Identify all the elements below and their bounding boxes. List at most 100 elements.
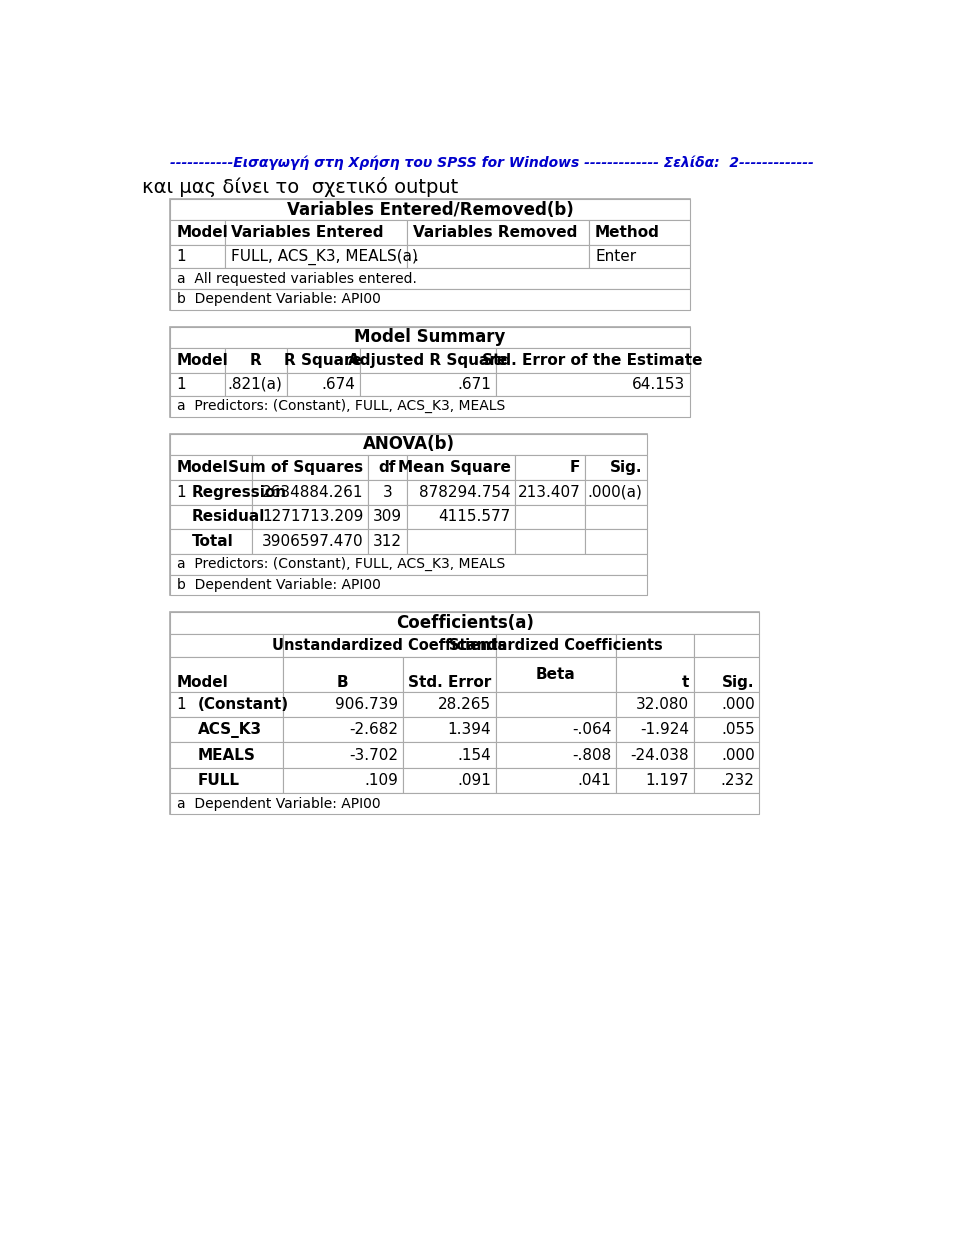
Bar bbox=[403, 657, 496, 692]
Bar bbox=[616, 692, 693, 717]
Bar bbox=[170, 434, 647, 455]
Bar bbox=[225, 221, 407, 246]
Text: 4115.577: 4115.577 bbox=[439, 510, 511, 525]
Bar bbox=[283, 768, 403, 794]
Bar bbox=[170, 634, 283, 657]
Bar bbox=[516, 505, 585, 529]
Text: -.808: -.808 bbox=[572, 748, 612, 763]
Text: Mean Square: Mean Square bbox=[397, 460, 511, 475]
Text: .671: .671 bbox=[457, 377, 492, 392]
Text: 3: 3 bbox=[382, 485, 393, 500]
Bar bbox=[170, 289, 689, 310]
Bar bbox=[496, 657, 616, 692]
Text: t: t bbox=[682, 676, 689, 691]
Bar bbox=[170, 768, 283, 794]
Bar bbox=[170, 198, 689, 221]
Bar bbox=[368, 529, 407, 554]
Bar bbox=[496, 373, 689, 396]
Text: -----------Εισαγωγή στη Χρήση του SPSS for Windows ------------- Σελίδα:  2-----: -----------Εισαγωγή στη Χρήση του SPSS f… bbox=[170, 155, 814, 170]
Text: 213.407: 213.407 bbox=[517, 485, 581, 500]
Bar bbox=[585, 480, 647, 505]
Text: Total: Total bbox=[192, 534, 234, 549]
Text: .000: .000 bbox=[721, 697, 755, 712]
Bar bbox=[693, 743, 759, 768]
Text: 32.080: 32.080 bbox=[636, 697, 689, 712]
Text: Coefficients(a): Coefficients(a) bbox=[396, 614, 534, 632]
Text: 878294.754: 878294.754 bbox=[419, 485, 511, 500]
Bar bbox=[585, 529, 647, 554]
Text: a  All requested variables entered.: a All requested variables entered. bbox=[177, 272, 417, 285]
Text: Variables Entered/Removed(b): Variables Entered/Removed(b) bbox=[287, 201, 573, 218]
Bar bbox=[585, 505, 647, 529]
Text: ANOVA(b): ANOVA(b) bbox=[363, 435, 455, 454]
Bar bbox=[616, 634, 693, 657]
Text: FULL, ACS_K3, MEALS(a): FULL, ACS_K3, MEALS(a) bbox=[230, 248, 418, 264]
Bar bbox=[516, 455, 585, 480]
Text: (Constant): (Constant) bbox=[198, 697, 289, 712]
Bar bbox=[360, 373, 496, 396]
Text: 309: 309 bbox=[372, 510, 402, 525]
Bar bbox=[407, 505, 516, 529]
Bar bbox=[588, 246, 689, 268]
Bar bbox=[170, 794, 759, 815]
Bar bbox=[693, 768, 759, 794]
Text: df: df bbox=[378, 460, 396, 475]
Bar bbox=[170, 246, 225, 268]
Bar bbox=[403, 768, 496, 794]
Bar bbox=[360, 348, 496, 373]
Bar bbox=[170, 455, 252, 480]
Bar bbox=[170, 396, 689, 417]
Text: 1: 1 bbox=[177, 377, 186, 392]
Bar bbox=[170, 657, 283, 692]
Bar bbox=[496, 692, 616, 717]
Text: Residual: Residual bbox=[192, 510, 266, 525]
Bar bbox=[403, 743, 496, 768]
Text: .: . bbox=[413, 249, 418, 264]
Bar bbox=[585, 455, 647, 480]
Text: 64.153: 64.153 bbox=[632, 377, 685, 392]
Bar bbox=[287, 348, 360, 373]
Text: .000(a): .000(a) bbox=[588, 485, 642, 500]
Bar bbox=[170, 326, 689, 417]
Bar bbox=[283, 743, 403, 768]
Text: .000: .000 bbox=[721, 748, 755, 763]
Bar bbox=[283, 692, 403, 717]
Text: Sig.: Sig. bbox=[610, 460, 642, 475]
Bar bbox=[496, 768, 616, 794]
Text: Model: Model bbox=[177, 226, 228, 241]
Text: .091: .091 bbox=[457, 773, 492, 789]
Text: b  Dependent Variable: API00: b Dependent Variable: API00 bbox=[177, 578, 380, 591]
Text: .232: .232 bbox=[721, 773, 755, 789]
Text: Sig.: Sig. bbox=[722, 676, 755, 691]
Text: 1: 1 bbox=[177, 485, 186, 500]
Text: FULL: FULL bbox=[198, 773, 239, 789]
Text: b  Dependent Variable: API00: b Dependent Variable: API00 bbox=[177, 293, 380, 306]
Text: F: F bbox=[570, 460, 581, 475]
Bar bbox=[496, 348, 689, 373]
Text: Variables Entered: Variables Entered bbox=[230, 226, 383, 241]
Text: -3.702: -3.702 bbox=[349, 748, 398, 763]
Bar bbox=[407, 221, 588, 246]
Bar bbox=[496, 717, 616, 743]
Text: 28.265: 28.265 bbox=[438, 697, 492, 712]
Bar bbox=[496, 634, 616, 657]
Bar bbox=[252, 455, 368, 480]
Text: 1: 1 bbox=[177, 249, 186, 264]
Bar bbox=[403, 692, 496, 717]
Text: 2634884.261: 2634884.261 bbox=[262, 485, 363, 500]
Bar bbox=[368, 505, 407, 529]
Text: Variables Removed: Variables Removed bbox=[413, 226, 577, 241]
Bar bbox=[170, 717, 283, 743]
Bar bbox=[616, 657, 693, 692]
Bar bbox=[407, 480, 516, 505]
Bar bbox=[693, 634, 759, 657]
Bar bbox=[496, 743, 616, 768]
Bar bbox=[170, 613, 759, 634]
Text: Method: Method bbox=[595, 226, 660, 241]
Bar bbox=[403, 717, 496, 743]
Text: Std. Error: Std. Error bbox=[408, 676, 491, 691]
Text: -2.682: -2.682 bbox=[349, 722, 398, 738]
Bar bbox=[693, 717, 759, 743]
Bar bbox=[225, 373, 287, 396]
Text: Model Summary: Model Summary bbox=[354, 329, 506, 346]
